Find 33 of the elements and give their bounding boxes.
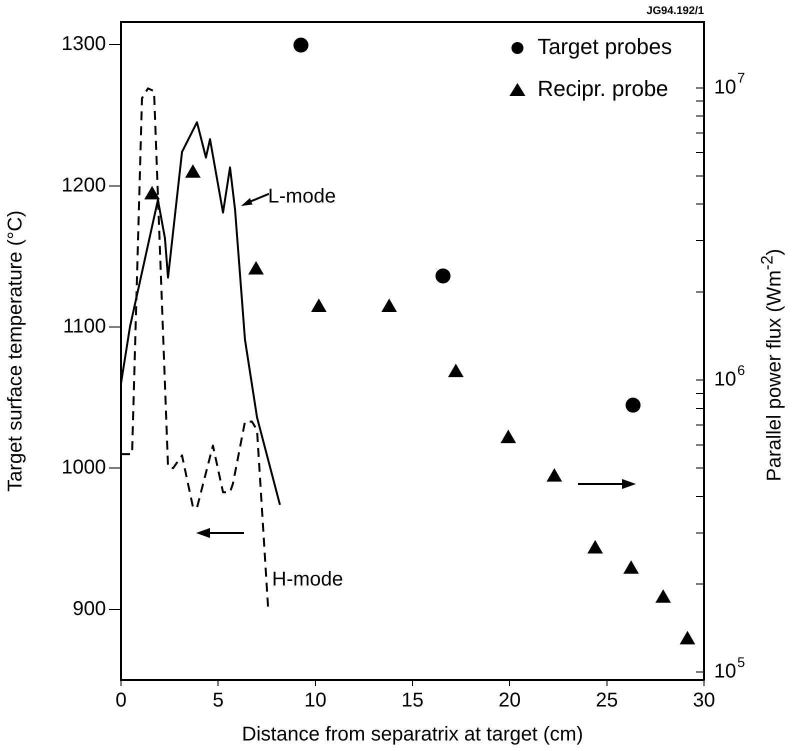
- point: [448, 364, 463, 378]
- point: [436, 268, 451, 284]
- point: [624, 561, 638, 574]
- y-tick-label: 1100: [62, 316, 106, 338]
- y-axis-title: Target surface temperature (°C): [4, 210, 27, 492]
- y-tick-label: 1200: [62, 174, 106, 196]
- point: [547, 469, 562, 482]
- x-tick-label: 5: [212, 690, 224, 712]
- x-axis-title: Distance from separatrix at target (cm): [242, 724, 584, 746]
- x-tick-label: 20: [498, 690, 521, 712]
- text: JG94.192/1: [646, 5, 704, 18]
- x-tick-label: 10: [304, 690, 326, 712]
- x-tick-label: 15: [401, 690, 424, 712]
- point: [382, 300, 396, 312]
- y-tick-label: 1300: [62, 33, 106, 56]
- y-tick-label: 1000: [62, 456, 106, 479]
- point: [249, 262, 264, 274]
- point: [656, 590, 670, 603]
- point: [680, 632, 695, 644]
- point: [293, 38, 308, 53]
- legend-label: Recipr. probe: [537, 76, 668, 102]
- legend-label: Target probes: [537, 34, 672, 60]
- annotation: L-mode: [268, 186, 336, 208]
- point: [145, 186, 160, 200]
- x-tick-label: 0: [115, 690, 127, 712]
- point: [186, 165, 200, 178]
- y-tick-label: 900: [72, 598, 106, 620]
- x-tick-label: 25: [596, 690, 618, 712]
- point: [501, 430, 516, 444]
- x-tick-label: 30: [692, 690, 716, 712]
- point: [312, 300, 326, 312]
- annotation: H-mode: [272, 568, 344, 591]
- point: [588, 540, 602, 554]
